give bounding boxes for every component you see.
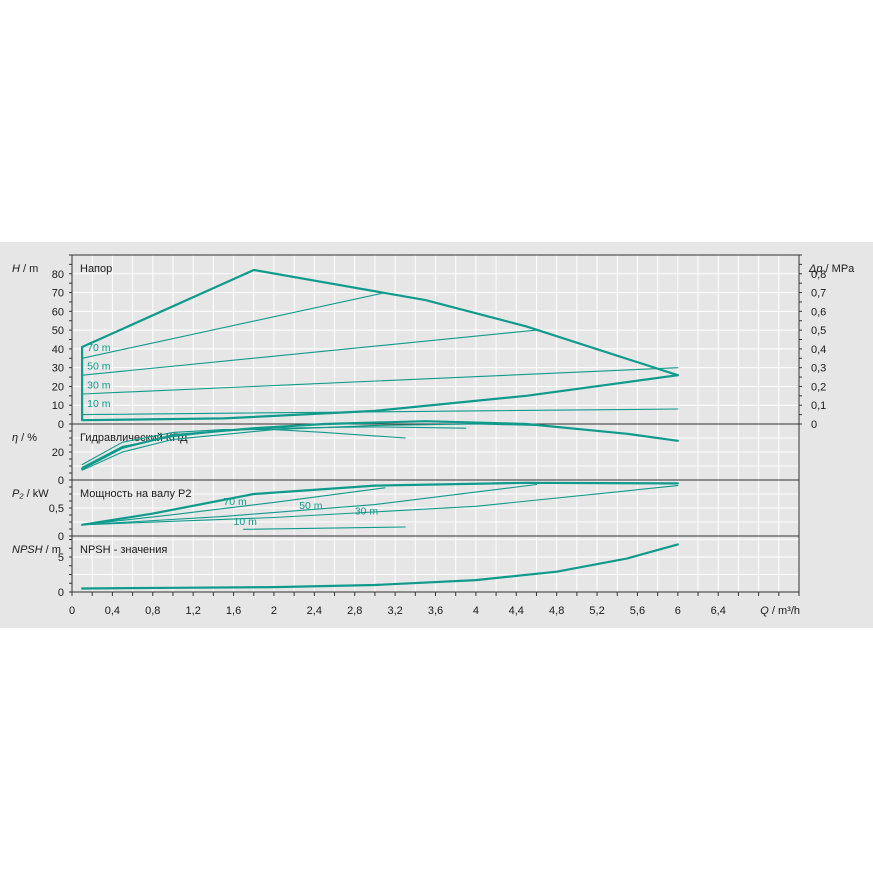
x-tick-label: 6 xyxy=(675,605,681,617)
series-line-power-1 xyxy=(81,487,386,526)
y-axis-label-symbol: P₂ xyxy=(12,488,24,500)
x-tick-label: 2 xyxy=(271,605,277,617)
series-line-efficiency-3 xyxy=(81,423,538,471)
series-line-head-3 xyxy=(81,329,538,376)
chart-background xyxy=(0,242,873,628)
x-axis-label-symbol: Q xyxy=(760,605,769,617)
y-tick-label: 20 xyxy=(52,381,64,393)
y-axis-label: H / m xyxy=(12,263,38,275)
y-tick-label: 0,5 xyxy=(49,503,64,515)
series-line-head-4 xyxy=(81,367,679,395)
x-tick-label: 5,6 xyxy=(630,605,645,617)
x-tick-label: 3,2 xyxy=(387,605,402,617)
secondary-tick-label: 0,8 xyxy=(811,269,826,281)
y-axis-label-symbol: η xyxy=(12,432,18,444)
y-axis-label-symbol: NPSH xyxy=(12,544,43,556)
curve-label: 70 m xyxy=(223,496,247,508)
secondary-tick-label: 0 xyxy=(811,419,817,431)
series-line-power-0 xyxy=(80,481,679,526)
secondary-axis-label-unit: / MPa xyxy=(823,263,856,275)
y-tick-label: 0 xyxy=(58,419,64,431)
y-axis-label: P₂ / kW xyxy=(12,488,49,500)
secondary-tick-label: 0,5 xyxy=(811,325,826,337)
y-tick-label: 5 xyxy=(58,552,64,564)
y-axis-label-unit: / kW xyxy=(24,488,50,500)
panel-title: Напор xyxy=(80,263,112,275)
series-line-power-2 xyxy=(81,483,538,526)
y-tick-label: 0 xyxy=(58,587,64,599)
y-tick-label: 40 xyxy=(52,344,64,356)
secondary-tick-label: 0,2 xyxy=(811,381,826,393)
series-line-head-0 xyxy=(80,268,679,377)
y-axis-label-unit: / % xyxy=(18,432,37,444)
series-line-power-4 xyxy=(243,526,406,530)
series-line-npsh-0 xyxy=(80,543,679,590)
x-tick-label: 4,8 xyxy=(549,605,564,617)
y-axis-label: NPSH / m xyxy=(12,544,61,556)
panel-title: NPSH - значения xyxy=(80,544,167,556)
x-tick-label: 2,8 xyxy=(347,605,362,617)
panel-title: Мощность на валу P2 xyxy=(80,488,192,500)
secondary-tick-label: 0,6 xyxy=(811,306,826,318)
x-tick-label: 5,2 xyxy=(589,605,604,617)
secondary-tick-label: 0,1 xyxy=(811,400,826,412)
y-tick-label: 30 xyxy=(52,363,64,375)
x-tick-label: 4,4 xyxy=(509,605,524,617)
secondary-tick-label: 0,3 xyxy=(811,363,826,375)
y-tick-label: 80 xyxy=(52,269,64,281)
secondary-axis-label-symbol: Δp xyxy=(808,263,823,275)
curve-label: 70 m xyxy=(87,342,111,354)
series-line-head-2 xyxy=(81,292,386,359)
x-axis-label-unit: / m³/h xyxy=(769,605,800,617)
y-tick-label: 10 xyxy=(52,400,64,412)
series-line-efficiency-1 xyxy=(81,429,406,466)
y-tick-label: 50 xyxy=(52,325,64,337)
y-axis-label-symbol: H xyxy=(12,263,20,275)
y-axis-label: η / % xyxy=(12,432,37,444)
x-tick-label: 0 xyxy=(69,605,75,617)
panel-title: Гидравлический КПД xyxy=(80,432,188,444)
x-tick-label: 4 xyxy=(473,605,479,617)
y-axis-label-unit: / m xyxy=(20,263,38,275)
x-axis-label: Q / m³/h xyxy=(760,605,800,617)
x-tick-label: 6,4 xyxy=(711,605,726,617)
series-line-efficiency-2 xyxy=(81,426,467,468)
curve-label: 50 m xyxy=(87,361,111,373)
x-tick-label: 1,2 xyxy=(186,605,201,617)
x-tick-label: 0,8 xyxy=(145,605,160,617)
x-tick-label: 1,6 xyxy=(226,605,241,617)
series-line-head-5 xyxy=(81,408,679,416)
secondary-tick-label: 0,4 xyxy=(811,344,826,356)
y-tick-label: 70 xyxy=(52,288,64,300)
curve-label: 30 m xyxy=(355,506,379,518)
series-line-head-1 xyxy=(80,345,679,422)
curve-label: 30 m xyxy=(87,379,111,391)
y-tick-label: 20 xyxy=(52,447,64,459)
curve-label: 50 m xyxy=(299,500,323,512)
series-line-power-3 xyxy=(81,485,679,526)
x-tick-label: 0,4 xyxy=(105,605,120,617)
x-tick-label: 3,6 xyxy=(428,605,443,617)
curve-label: 10 m xyxy=(234,516,258,528)
y-tick-label: 0 xyxy=(58,531,64,543)
curve-label: 10 m xyxy=(87,398,111,410)
y-tick-label: 60 xyxy=(52,306,64,318)
y-axis-label-unit: / m xyxy=(43,544,61,556)
x-tick-label: 2,4 xyxy=(307,605,322,617)
secondary-axis-label: Δp / MPa xyxy=(808,263,855,275)
y-tick-label: 0 xyxy=(58,475,64,487)
secondary-tick-label: 0,7 xyxy=(811,288,826,300)
